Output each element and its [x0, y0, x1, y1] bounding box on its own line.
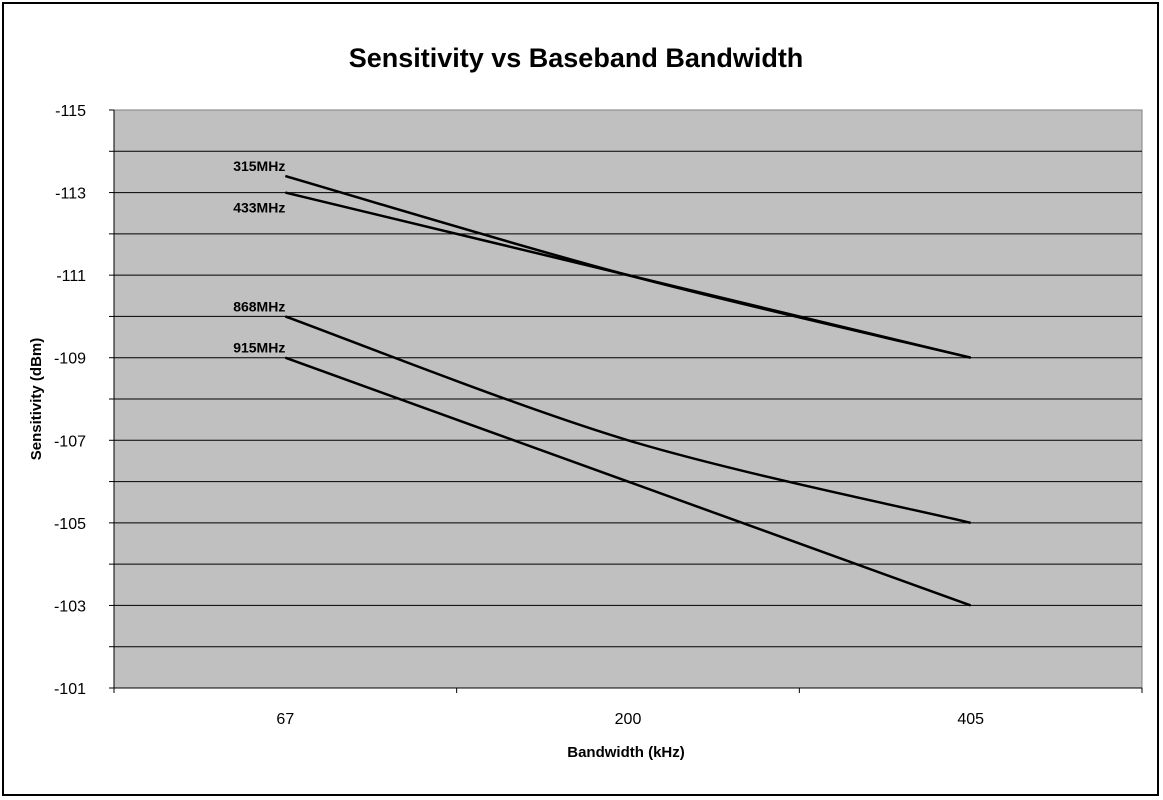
- y-tick-label: -105: [54, 516, 86, 533]
- y-tick-label: -111: [56, 268, 86, 285]
- series-label: 315MHz: [233, 158, 285, 174]
- series-line: [285, 191, 971, 359]
- chart-title: Sensitivity vs Baseband Bandwidth: [349, 43, 804, 73]
- series-label: 433MHz: [233, 200, 285, 216]
- tick-labels: -115 -113 -111 -109 -107 -105 -103 -101 67 200 405: [54, 103, 984, 728]
- y-tick-label: -107: [54, 433, 86, 450]
- x-tick-label: 200: [615, 711, 642, 728]
- x-tick-label: 405: [957, 711, 984, 728]
- axes: [109, 109, 1143, 693]
- series-lines: [284, 174, 972, 607]
- series-line: [284, 356, 972, 607]
- series-line: [284, 315, 971, 525]
- x-axis-title: Bandwidth (kHz): [567, 744, 685, 761]
- series-label: 915MHz: [233, 340, 285, 356]
- y-tick-label: -113: [55, 186, 86, 203]
- series-labels: 315MHz 433MHz 868MHz 915MHz: [233, 158, 285, 356]
- x-tick-label: 67: [276, 711, 294, 728]
- series-label: 868MHz: [233, 298, 285, 314]
- y-tick-label: -109: [54, 351, 86, 368]
- y-tick-label: -115: [55, 103, 86, 120]
- y-tick-label: -103: [54, 598, 86, 615]
- y-axis-title: Sensitivity (dBm): [28, 338, 45, 461]
- y-tick-label: -101: [54, 681, 86, 698]
